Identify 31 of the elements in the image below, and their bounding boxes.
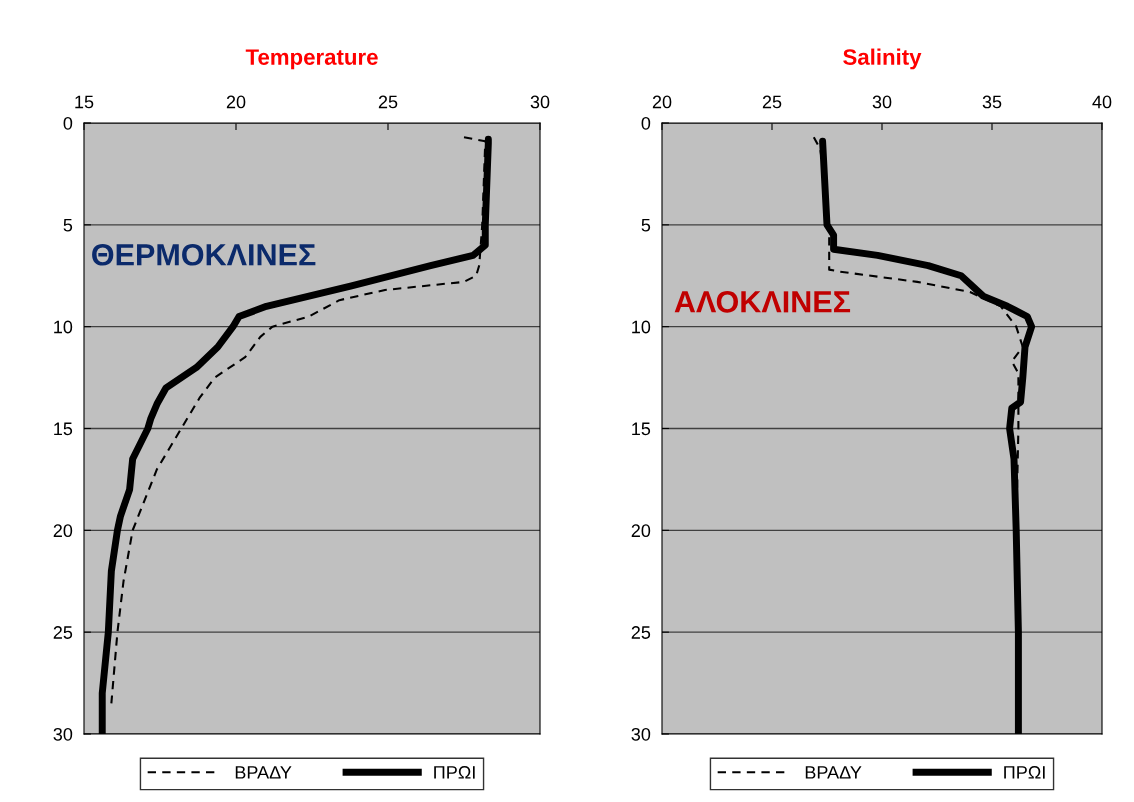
- legend-label: ΠΡΩΙ: [1004, 766, 1045, 779]
- y-tick-label: 10: [54, 320, 73, 334]
- y-tick-label: 5: [641, 218, 651, 232]
- chart-title: Temperature: [245, 49, 378, 70]
- y-tick-label: 30: [53, 727, 73, 741]
- x-tick-label: 20: [652, 95, 672, 109]
- x-tick-label: 35: [982, 95, 1002, 109]
- y-tick-label: 0: [63, 116, 73, 130]
- y-tick-label: 5: [63, 218, 73, 232]
- x-tick-label: 30: [530, 95, 550, 109]
- y-tick-label: 15: [632, 422, 651, 436]
- y-tick-label: 20: [631, 524, 651, 538]
- x-tick-label: 30: [872, 95, 892, 109]
- y-tick-label: 20: [53, 524, 73, 538]
- y-tick-label: 30: [631, 727, 651, 741]
- y-tick-label: 10: [632, 320, 651, 334]
- y-tick-label: 25: [53, 626, 73, 639]
- y-tick-label: 25: [631, 626, 651, 639]
- x-tick-label: 20: [226, 95, 246, 109]
- legend-label: ΒΡΑΔΥ: [805, 766, 862, 779]
- x-tick-label: 25: [378, 95, 398, 109]
- legend-label: ΠΡΩΙ: [434, 766, 475, 779]
- x-tick-label: 25: [762, 95, 782, 109]
- legend-label: ΒΡΑΔΥ: [235, 766, 292, 779]
- x-tick-label: 40: [1092, 95, 1112, 109]
- annotation: ΘΕΡΜΟΚΛΙΝΕΣ: [92, 243, 316, 266]
- annotation: ΑΛΟΚΛΙΝΕΣ: [674, 291, 851, 313]
- y-tick-label: 0: [641, 116, 651, 130]
- y-tick-label: 15: [54, 422, 73, 436]
- x-tick-label: 15: [75, 95, 94, 109]
- chart-title: Salinity: [843, 48, 922, 70]
